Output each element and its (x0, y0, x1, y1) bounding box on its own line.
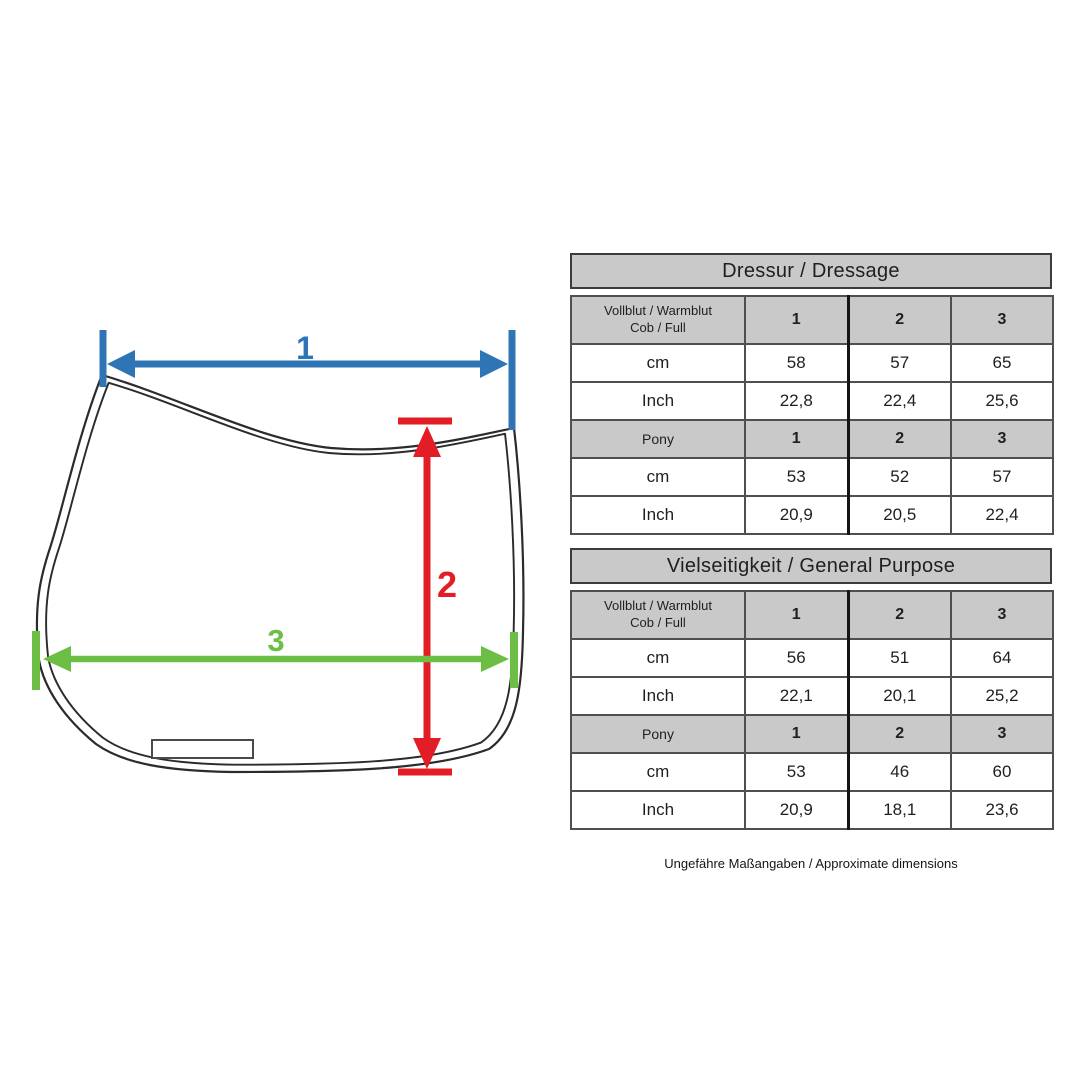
measure-3-mid-width: 3 (32, 623, 518, 690)
size-group-line2: Cob / Full (630, 615, 686, 630)
measure-2-height: 2 (398, 417, 457, 776)
table-row: Pony 1 2 3 (570, 419, 1054, 459)
size-number-1: 1 (744, 419, 849, 459)
value-cell: 53 (744, 457, 849, 497)
size-group-header: Pony (570, 419, 746, 459)
table-row: cm 56 51 64 (570, 638, 1054, 678)
value-cell: 22,8 (744, 381, 849, 421)
measure-1-arrowhead-right (480, 350, 508, 378)
dressage-size-block: Dressur / Dressage Vollblut / Warmblut C… (570, 253, 1054, 535)
value-cell: 22,4 (846, 381, 952, 421)
general-purpose-size-block: Vielseitigkeit / General Purpose Vollblu… (570, 548, 1054, 830)
value-cell: 52 (846, 457, 952, 497)
saddle-pad-inner-seam (45, 381, 516, 766)
unit-label: Inch (570, 495, 746, 535)
table-row: cm 58 57 65 (570, 343, 1054, 383)
table-row: Inch 20,9 20,5 22,4 (570, 495, 1054, 535)
value-cell: 18,1 (846, 790, 952, 830)
value-cell: 65 (950, 343, 1054, 383)
table-row: Vollblut / Warmblut Cob / Full 1 2 3 (570, 295, 1054, 345)
size-group-line1: Vollblut / Warmblut (604, 303, 712, 319)
size-number-3: 3 (950, 590, 1054, 640)
table-title-dressage: Dressur / Dressage (570, 253, 1052, 289)
size-number-1: 1 (744, 714, 849, 754)
size-number-1: 1 (744, 295, 849, 345)
value-cell: 22,1 (744, 676, 849, 716)
value-cell: 22,4 (950, 495, 1054, 535)
unit-label: cm (570, 457, 746, 497)
size-group-header: Vollblut / Warmblut Cob / Full (570, 590, 746, 640)
size-group-header: Pony (570, 714, 746, 754)
value-cell: 20,1 (846, 676, 952, 716)
saddle-pad-label-tag (151, 739, 254, 759)
value-cell: 46 (846, 752, 952, 792)
value-cell: 64 (950, 638, 1054, 678)
size-number-2: 2 (846, 590, 952, 640)
unit-label: cm (570, 343, 746, 383)
value-cell: 57 (950, 457, 1054, 497)
value-cell: 58 (744, 343, 849, 383)
measure-2-arrowhead-up (413, 426, 441, 457)
size-number-2: 2 (846, 419, 952, 459)
value-cell: 20,9 (744, 495, 849, 535)
size-group-header: Vollblut / Warmblut Cob / Full (570, 295, 746, 345)
measure-3-label: 3 (267, 623, 284, 658)
unit-label: cm (570, 752, 746, 792)
saddle-pad-diagram: 1 2 3 (32, 330, 525, 776)
measure-1-arrowhead-left (107, 350, 135, 378)
table-row: Inch 20,9 18,1 23,6 (570, 790, 1054, 830)
value-cell: 53 (744, 752, 849, 792)
value-cell: 51 (846, 638, 952, 678)
table-row: Vollblut / Warmblut Cob / Full 1 2 3 (570, 590, 1054, 640)
size-number-2: 2 (846, 714, 952, 754)
size-group-line2: Cob / Full (630, 320, 686, 335)
table-row: Inch 22,8 22,4 25,6 (570, 381, 1054, 421)
table-row: Pony 1 2 3 (570, 714, 1054, 754)
size-number-1: 1 (744, 590, 849, 640)
table-row: cm 53 52 57 (570, 457, 1054, 497)
table-row: Inch 22,1 20,1 25,2 (570, 676, 1054, 716)
table-row: cm 53 46 60 (570, 752, 1054, 792)
table-title-general-purpose: Vielseitigkeit / General Purpose (570, 548, 1052, 584)
value-cell: 60 (950, 752, 1054, 792)
unit-label: Inch (570, 676, 746, 716)
value-cell: 25,6 (950, 381, 1054, 421)
measure-3-arrowhead-left (43, 646, 71, 672)
measure-1-top-width: 1 (99, 330, 516, 430)
unit-label: cm (570, 638, 746, 678)
approximate-dimensions-note: Ungefähre Maßangaben / Approximate dimen… (664, 856, 958, 871)
measure-2-arrowhead-down (413, 738, 441, 769)
unit-label: Inch (570, 790, 746, 830)
value-cell: 20,5 (846, 495, 952, 535)
unit-label: Inch (570, 381, 746, 421)
value-cell: 56 (744, 638, 849, 678)
measure-2-label: 2 (437, 564, 457, 605)
measure-1-label: 1 (296, 330, 314, 366)
general-purpose-size-table: Vollblut / Warmblut Cob / Full 1 2 3 cm … (570, 590, 1054, 830)
value-cell: 57 (846, 343, 952, 383)
dressage-size-table: Vollblut / Warmblut Cob / Full 1 2 3 cm … (570, 295, 1054, 535)
value-cell: 20,9 (744, 790, 849, 830)
measure-3-arrowhead-right (481, 646, 509, 672)
saddle-pad-outline (35, 373, 525, 774)
size-group-line1: Vollblut / Warmblut (604, 598, 712, 614)
value-cell: 25,2 (950, 676, 1054, 716)
size-number-3: 3 (950, 295, 1054, 345)
value-cell: 23,6 (950, 790, 1054, 830)
size-number-3: 3 (950, 419, 1054, 459)
size-number-2: 2 (846, 295, 952, 345)
size-number-3: 3 (950, 714, 1054, 754)
